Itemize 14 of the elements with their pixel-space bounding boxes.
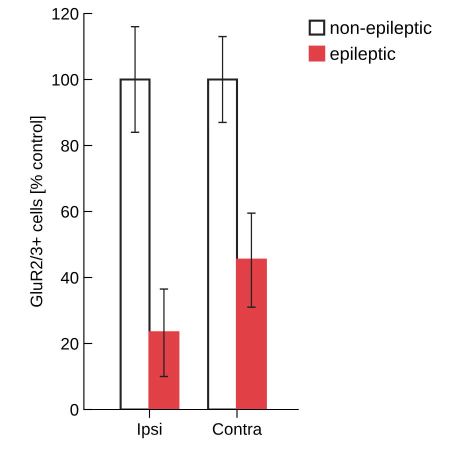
x-tick-label: Contra (212, 423, 262, 435)
y-tick-label: 20 (61, 338, 78, 350)
y-tick-label: 100 (52, 74, 78, 86)
y-axis-title: GluR2/3+ cells [% control] (30, 116, 46, 307)
y-tick-label: 0 (70, 404, 78, 416)
legend-label: non-epileptic (330, 20, 432, 38)
y-tick-label: 80 (61, 140, 78, 152)
legend-label: epileptic (330, 46, 396, 64)
bar (148, 331, 180, 410)
bar (236, 258, 267, 410)
y-tick-label: 120 (52, 8, 78, 20)
x-tick-label: Ipsi (138, 422, 162, 438)
y-tick-label: 60 (61, 206, 78, 218)
y-tick-label: 40 (60, 272, 78, 284)
